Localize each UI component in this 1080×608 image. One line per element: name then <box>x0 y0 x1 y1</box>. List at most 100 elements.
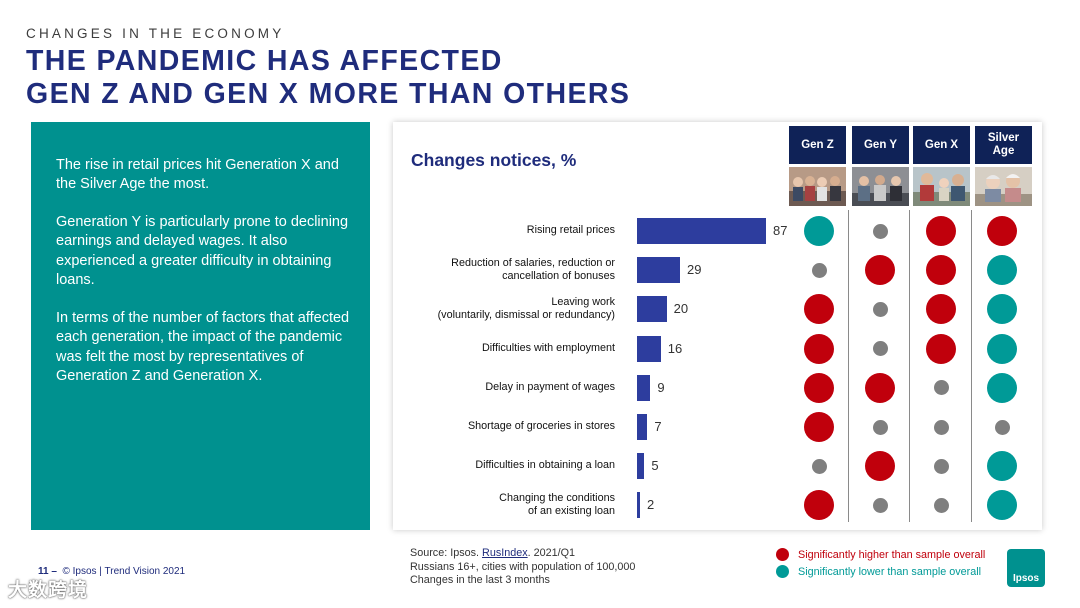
significance-dot <box>926 294 956 325</box>
page-footer: 11 – © Ipsos | Trend Vision 2021 <box>38 566 185 577</box>
row-label: Shortage of groceries in stores <box>420 410 615 444</box>
row-label-text: Delay in payment of wages <box>485 381 615 395</box>
row-label-line: Difficulties with employment <box>481 341 615 354</box>
significance-dot <box>865 372 895 403</box>
watermark: 大数跨境 <box>8 580 89 601</box>
source-note: Source: Ipsos. RusIndex. 2021/Q1 Russian… <box>410 547 635 588</box>
significance-dot <box>987 490 1017 521</box>
significance-dot <box>926 216 956 246</box>
significance-dot <box>804 216 834 246</box>
legend-lower: Significantly lower than sample overall <box>776 565 981 578</box>
row-label-line: Shortage of groceries in stores <box>467 420 615 433</box>
source-line-1: Source: Ipsos. RusIndex. 2021/Q1 <box>410 547 635 561</box>
significance-dot <box>804 372 834 403</box>
significance-dot <box>933 458 949 474</box>
bar <box>637 453 645 480</box>
row-label-line: Delay in payment of wages <box>485 381 615 394</box>
bar-value-label: 29 <box>687 262 702 278</box>
bar-value-label: 5 <box>651 458 659 474</box>
significance-dot <box>804 294 834 325</box>
significance-dot <box>987 294 1017 325</box>
significance-dot <box>872 301 888 317</box>
row-label: Changing the conditions of an existing lo… <box>420 488 615 522</box>
row-label-line: Leaving work <box>551 295 615 308</box>
page-title: THE PANDEMIC HAS AFFECTED GEN Z AND GEN … <box>26 45 630 111</box>
title-line-2: GEN Z AND GEN X MORE THAN OTHERS <box>26 78 631 110</box>
summary-paragraph-3: In terms of the number of factors that a… <box>56 310 350 384</box>
significance-dot <box>872 497 888 513</box>
source-suffix: . 2021/Q1 <box>527 547 576 559</box>
bar <box>637 335 661 362</box>
significance-dot <box>926 333 956 364</box>
significance-dot <box>872 341 888 357</box>
significance-dot <box>811 262 827 278</box>
legend-lower-dot <box>776 565 789 578</box>
row-label-line: Difficulties in obtaining a loan <box>475 459 615 472</box>
significance-dot <box>804 412 834 442</box>
bar-value-label: 9 <box>657 379 665 395</box>
bar <box>637 257 680 284</box>
copyright: © Ipsos | Trend Vision 2021 <box>62 566 186 577</box>
chart-title: Changes notices, % <box>411 150 577 170</box>
gen-y-photo <box>852 167 909 206</box>
significance-dot <box>804 490 834 521</box>
summary-paragraph-2: Generation Y is particularly prone to de… <box>56 214 349 288</box>
significance-dot <box>987 451 1017 482</box>
gen-z-header: Gen Z <box>789 126 846 164</box>
row-label-text: Shortage of groceries in stores <box>468 420 615 434</box>
row-label: Difficulties with employment <box>420 332 615 366</box>
significance-dot <box>933 497 949 513</box>
significance-dot <box>811 458 827 474</box>
row-label: Reduction of salaries, reduction or cance… <box>420 253 615 287</box>
row-label-text: Difficulties with employment <box>482 342 615 356</box>
row-label: Difficulties in obtaining a loan <box>420 449 615 483</box>
significance-dot <box>987 216 1017 246</box>
source-link[interactable]: RusIndex <box>482 547 528 559</box>
row-label-text: Difficulties in obtaining a loan <box>475 459 615 473</box>
row-label-text: Rising retail prices <box>527 224 615 238</box>
bar-value-label: 2 <box>647 497 655 513</box>
row-label-line: (voluntarily, dismissal or redundancy) <box>437 309 615 322</box>
source-line-2: Russians 16+, cities with population of … <box>410 560 636 573</box>
summary-box: The rise in retail prices hit Generation… <box>31 122 370 530</box>
significance-dot <box>987 255 1017 286</box>
column-divider <box>971 210 972 522</box>
legend-higher-dot <box>776 548 789 561</box>
row-label-text: Changing the conditions of an existing lo… <box>499 492 615 519</box>
row-label: Delay in payment of wages <box>420 371 615 405</box>
row-label: Leaving work (voluntarily, dismissal or r… <box>420 292 615 326</box>
row-label-line: cancellation of bonuses <box>502 270 615 283</box>
column-divider <box>848 210 849 522</box>
silver-age-header-line-1: Silver <box>987 132 1020 144</box>
gen-z-photo <box>789 167 846 206</box>
legend-higher: Significantly higher than sample overall <box>776 548 985 561</box>
bar <box>637 296 667 323</box>
column-divider <box>909 210 910 522</box>
legend-higher-label: Significantly higher than sample overall <box>798 548 986 561</box>
significance-dot <box>987 333 1017 364</box>
significance-dot <box>872 419 888 435</box>
bar <box>637 492 640 519</box>
ipsos-logo: Ipsos <box>1007 549 1045 587</box>
source-prefix: Source: Ipsos. <box>410 547 483 559</box>
row-label-line: Rising retail prices <box>526 224 615 237</box>
significance-dot <box>933 380 949 396</box>
title-line-1: THE PANDEMIC HAS AFFECTED <box>26 45 503 77</box>
bar-value-label: 20 <box>673 301 689 317</box>
gen-x-header: Gen X <box>913 126 970 164</box>
legend-lower-label: Significantly lower than sample overall <box>798 565 982 578</box>
significance-dot <box>865 255 895 286</box>
significance-dot <box>994 419 1010 435</box>
bar-value-label: 7 <box>654 419 662 434</box>
significance-dot <box>872 223 888 239</box>
row-label-line: of an existing loan <box>527 505 615 518</box>
row-label-text: Leaving work (voluntarily, dismissal or r… <box>438 296 615 323</box>
significance-dot <box>926 255 956 286</box>
page-dash: – <box>48 566 57 577</box>
significance-dot <box>804 333 834 364</box>
row-label-line: Changing the conditions <box>499 491 615 504</box>
gen-x-photo <box>913 167 970 206</box>
bar <box>637 414 648 440</box>
significance-dot <box>933 419 949 435</box>
gen-y-header: Gen Y <box>852 126 909 164</box>
